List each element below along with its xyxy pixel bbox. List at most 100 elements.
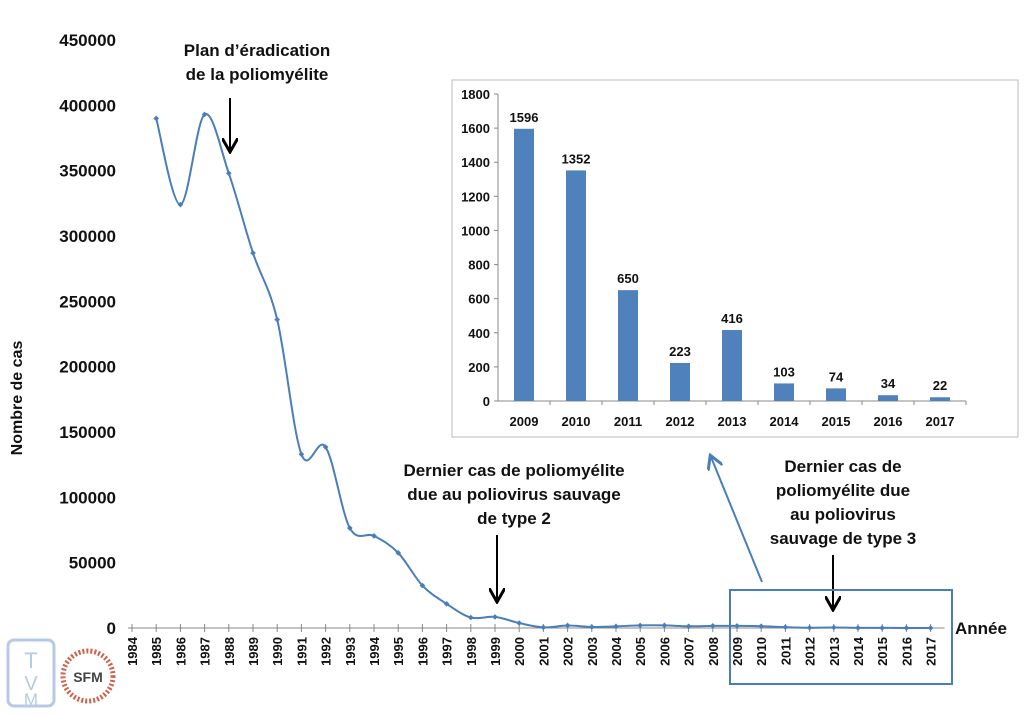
x-tick-label: 1992: [319, 637, 334, 666]
y-tick-label: 50000: [69, 554, 116, 573]
x-tick-label: 1989: [246, 637, 261, 666]
bar-data-label: 34: [881, 376, 896, 391]
x-tick-label: 1994: [367, 636, 382, 666]
data-point: [274, 316, 281, 323]
bar: [670, 362, 690, 401]
inset-x-tick-label: 2014: [770, 414, 800, 429]
inset-x-tick-label: 2009: [510, 414, 539, 429]
data-point: [637, 622, 644, 629]
x-tick-label: 2002: [561, 637, 576, 666]
x-tick-label: 2001: [536, 637, 551, 666]
x-tick-label: 1990: [270, 637, 285, 666]
x-tick-label: 1984: [125, 636, 140, 666]
x-tick-label: 1988: [222, 637, 237, 666]
data-point: [443, 600, 450, 607]
bar-data-label: 650: [617, 271, 639, 286]
x-tick-label: 1999: [488, 637, 503, 666]
annotation-text: poliomyélite due: [776, 481, 910, 500]
bar: [826, 388, 846, 401]
annotation-text: due au poliovirus sauvage: [407, 485, 621, 504]
x-tick-label: 1993: [343, 637, 358, 666]
inset-y-tick-label: 0: [483, 394, 490, 409]
data-point: [855, 625, 861, 631]
data-point: [177, 201, 184, 208]
inset-x-tick-label: 2016: [874, 414, 903, 429]
bar: [514, 128, 534, 401]
x-tick-label: 2009: [730, 637, 745, 666]
annotation-text: Dernier cas de: [784, 457, 901, 476]
inset-x-tick-label: 2012: [666, 414, 695, 429]
x-tick-label: 1987: [198, 637, 213, 666]
y-tick-label: 0: [107, 619, 116, 638]
x-tick-label: 1996: [415, 637, 430, 666]
data-point: [346, 525, 353, 531]
data-point: [588, 624, 595, 630]
zoom-highlight-box: [729, 589, 953, 685]
inset-y-tick-label: 800: [468, 258, 490, 273]
data-point: [540, 624, 547, 631]
data-point: [492, 614, 498, 620]
y-tick-label: 450000: [59, 31, 116, 50]
data-point: [782, 624, 789, 630]
x-axis-label: Année: [955, 619, 1007, 638]
inset-y-tick-label: 1400: [461, 155, 490, 170]
x-tick-label: 1991: [294, 637, 309, 666]
zoom-arrow: [711, 457, 763, 583]
data-point: [153, 115, 160, 122]
x-tick-label: 2003: [585, 637, 600, 666]
data-point: [685, 623, 692, 630]
inset-y-tick-label: 1600: [461, 121, 490, 136]
tvm-logo-m: M: [24, 690, 38, 709]
data-point: [250, 250, 256, 256]
data-point: [613, 623, 619, 630]
annotation-text: au poliovirus: [790, 505, 896, 524]
x-tick-label: 1985: [149, 637, 164, 666]
data-point: [371, 533, 377, 539]
data-point: [395, 550, 402, 556]
annotation-text: de la poliomyélite: [186, 65, 329, 84]
y-tick-label: 400000: [59, 96, 116, 115]
bar: [774, 383, 794, 401]
bar-data-label: 416: [721, 311, 743, 326]
data-point: [830, 624, 837, 631]
sfm-logo-text: SFM: [73, 669, 103, 685]
inset-y-tick-label: 600: [468, 292, 490, 307]
y-tick-label: 250000: [59, 292, 116, 311]
bar-data-label: 1352: [562, 151, 591, 166]
inset-y-tick-label: 1200: [461, 189, 490, 204]
inset-y-tick-label: 400: [468, 326, 490, 341]
inset-x-tick-label: 2013: [718, 414, 747, 429]
data-point: [419, 582, 426, 589]
inset-y-tick-label: 1800: [461, 87, 490, 102]
x-tick-label: 1998: [464, 637, 479, 666]
data-point: [661, 622, 668, 629]
inset-x-tick-label: 2017: [926, 414, 955, 429]
tvm-logo: TVM: [6, 638, 56, 709]
data-point: [467, 614, 474, 621]
annotation-text: de type 2: [477, 509, 551, 528]
data-point: [564, 622, 571, 629]
x-tick-label: 2012: [803, 637, 818, 666]
data-point: [298, 451, 305, 458]
bar-data-label: 22: [933, 378, 947, 393]
bar: [566, 170, 586, 401]
x-tick-label: 2008: [706, 637, 721, 666]
tvm-logo-t: T: [24, 648, 37, 673]
inset-x-tick-label: 2010: [562, 414, 591, 429]
x-tick-label: 1995: [391, 637, 406, 666]
data-point: [879, 625, 886, 631]
tvm-logo-v: V: [24, 673, 38, 695]
x-tick-label: 2014: [851, 636, 866, 666]
x-tick-label: 2010: [754, 637, 769, 666]
bar: [618, 290, 638, 401]
x-tick-label: 2013: [827, 637, 842, 666]
x-tick-label: 2017: [924, 637, 939, 666]
data-point: [709, 623, 716, 629]
y-axis-label: Nombre de cas: [9, 341, 26, 456]
x-tick-label: 2000: [512, 637, 527, 666]
inset-x-tick-label: 2011: [614, 414, 642, 429]
data-point: [758, 623, 765, 630]
y-tick-label: 100000: [59, 488, 116, 507]
data-point: [322, 444, 329, 450]
